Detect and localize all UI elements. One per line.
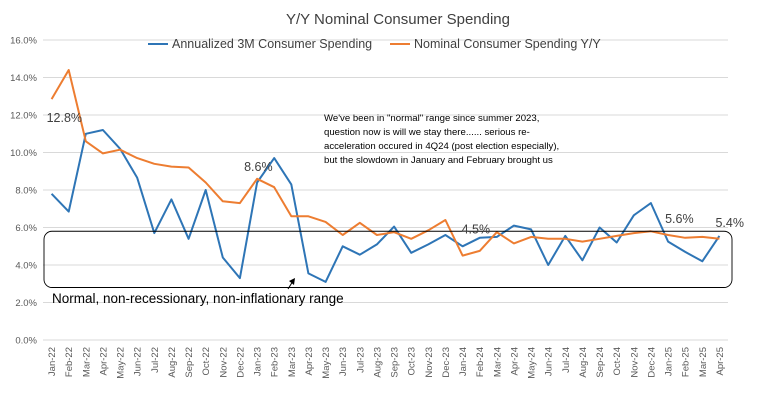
x-tick-label: Dec-23 xyxy=(441,347,452,378)
x-tick-label: Mar-24 xyxy=(492,347,503,377)
data-label: 5.6% xyxy=(665,212,694,226)
x-tick-label: Jan-23 xyxy=(253,347,264,376)
y-tick-label: 10.0% xyxy=(10,148,37,159)
x-tick-label: Apr-24 xyxy=(509,347,520,376)
x-tick-label: Feb-24 xyxy=(475,347,486,377)
note-line-3: acceleration occured in 4Q24 (post elect… xyxy=(324,141,559,152)
x-tick-label: Apr-25 xyxy=(715,347,726,376)
data-label: 4.5% xyxy=(462,223,491,237)
x-tick-label: Nov-22 xyxy=(218,347,229,378)
x-tick-label: Nov-23 xyxy=(424,347,435,378)
x-tick-label: Dec-24 xyxy=(646,347,657,378)
x-tick-label: May-24 xyxy=(527,347,538,379)
range-label: Normal, non-recessionary, non-inflationa… xyxy=(52,291,344,306)
y-tick-label: 12.0% xyxy=(10,111,37,122)
x-tick-label: Jun-24 xyxy=(544,347,555,376)
x-tick-label: Feb-22 xyxy=(64,347,75,377)
series-line-1 xyxy=(50,129,721,283)
x-tick-label: Aug-23 xyxy=(372,347,383,378)
x-tick-label: Feb-23 xyxy=(270,347,281,377)
note-line-1: We've been in "normal" range since summe… xyxy=(324,113,539,124)
x-tick-label: Mar-23 xyxy=(287,347,298,377)
x-tick-label: Apr-22 xyxy=(98,347,109,376)
normal-range-box xyxy=(43,230,733,288)
x-tick-label: Jun-22 xyxy=(133,347,144,376)
x-tick-label: Oct-22 xyxy=(201,347,212,376)
data-label: 12.8% xyxy=(47,111,82,125)
y-tick-label: 4.0% xyxy=(15,261,37,272)
y-axis-tick-labels: 0.0% 2.0% 4.0% 6.0% 8.0% 10.0% 12.0% 14.0% 16.0% xyxy=(10,36,37,347)
x-tick-label: Jan-25 xyxy=(664,347,675,376)
x-tick-label: Oct-24 xyxy=(612,347,623,376)
data-label: 8.6% xyxy=(244,160,273,174)
x-tick-label: Aug-22 xyxy=(167,347,178,378)
y-tick-label: 2.0% xyxy=(15,298,37,309)
y-tick-label: 16.0% xyxy=(10,36,37,47)
x-tick-label: Mar-25 xyxy=(698,347,709,377)
x-tick-label: Sep-23 xyxy=(390,347,401,378)
y-tick-label: 0.0% xyxy=(15,336,37,347)
x-tick-label: Jul-22 xyxy=(150,347,161,373)
chart-title: Y/Y Nominal Consumer Spending xyxy=(286,11,510,28)
data-label: 5.4% xyxy=(715,216,744,230)
series-lines xyxy=(50,69,721,283)
x-tick-label: Jun-23 xyxy=(338,347,349,376)
y-tick-label: 6.0% xyxy=(15,223,37,234)
x-tick-label: Feb-25 xyxy=(681,347,692,377)
x-tick-label: Oct-23 xyxy=(407,347,418,376)
x-tick-label: May-22 xyxy=(116,347,127,379)
x-tick-label: Sep-24 xyxy=(595,347,606,378)
note-line-2: question now is will we stay there......… xyxy=(324,127,530,138)
x-tick-label: Jan-24 xyxy=(458,347,469,376)
x-tick-label: May-23 xyxy=(321,347,332,379)
x-tick-label: Sep-22 xyxy=(184,347,195,378)
x-tick-label: Apr-23 xyxy=(304,347,315,376)
y-tick-label: 8.0% xyxy=(15,186,37,197)
x-tick-label: Jan-22 xyxy=(47,347,58,376)
x-axis-tick-labels: Jan-22 Feb-22 Mar-22 Apr-22 May-22 Jun-22 Jul-… xyxy=(47,347,726,379)
x-tick-label: Jul-23 xyxy=(355,347,366,373)
note-line-4: but the slowdown in January and February… xyxy=(324,155,553,166)
x-tick-label: Jul-24 xyxy=(561,347,572,373)
x-tick-label: Nov-24 xyxy=(629,347,640,378)
series-line-2 xyxy=(50,69,720,257)
legend-label-series-2: Nominal Consumer Spending Y/Y xyxy=(414,37,601,51)
x-tick-label: Dec-22 xyxy=(235,347,246,378)
legend-label-series-1: Annualized 3M Consumer Spending xyxy=(172,37,372,51)
y-tick-label: 14.0% xyxy=(10,73,37,84)
annotation-note: We've been in "normal" range since summe… xyxy=(324,113,559,166)
range-arrow-head xyxy=(289,278,295,285)
data-labels: 12.8% 8.6% 4.5% 5.6% 5.4% xyxy=(47,111,744,237)
x-tick-label: Mar-22 xyxy=(81,347,92,377)
legend: Annualized 3M Consumer Spending Nominal … xyxy=(148,37,601,51)
x-tick-label: Aug-24 xyxy=(578,347,589,378)
